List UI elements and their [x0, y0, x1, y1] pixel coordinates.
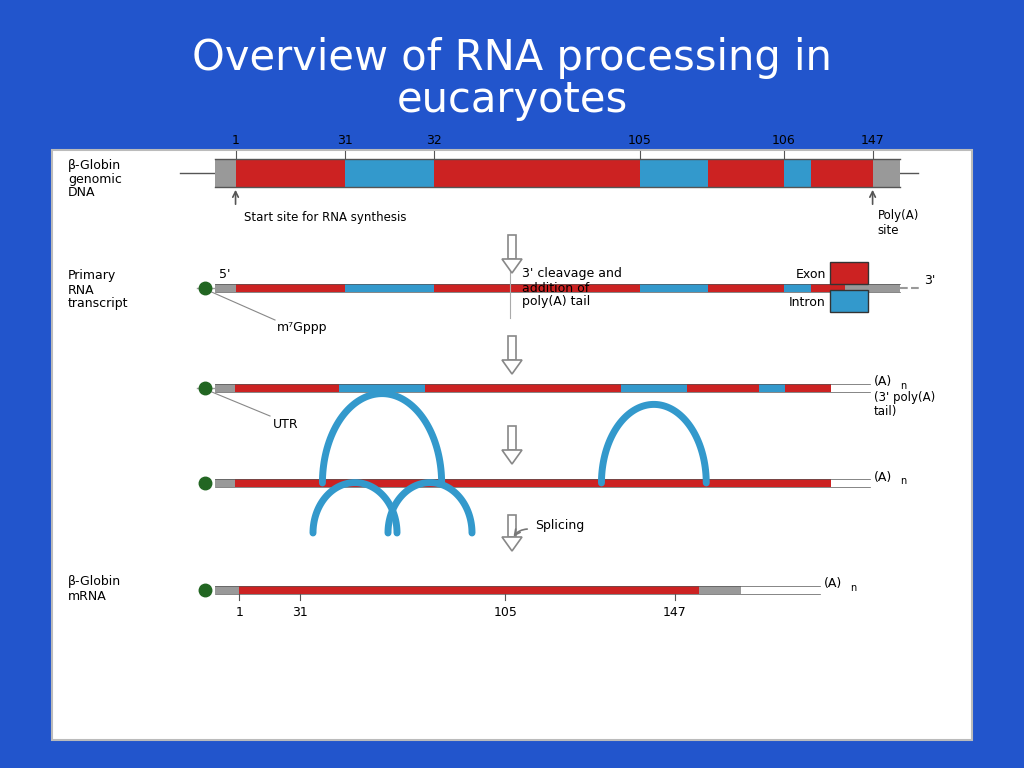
- Text: eucaryotes: eucaryotes: [396, 79, 628, 121]
- Text: 3': 3': [924, 273, 935, 286]
- Text: β-Globin: β-Globin: [68, 575, 121, 588]
- FancyBboxPatch shape: [508, 336, 516, 360]
- Text: 31: 31: [337, 134, 353, 147]
- Text: Primary: Primary: [68, 270, 117, 283]
- Text: 105: 105: [494, 606, 517, 619]
- Text: RNA: RNA: [68, 283, 94, 296]
- Text: β-Globin: β-Globin: [68, 158, 121, 171]
- Text: 147: 147: [861, 134, 885, 147]
- FancyBboxPatch shape: [234, 384, 339, 392]
- Text: transcript: transcript: [68, 297, 128, 310]
- Text: m⁷Gppp: m⁷Gppp: [278, 322, 328, 335]
- FancyBboxPatch shape: [784, 384, 830, 392]
- FancyBboxPatch shape: [634, 479, 778, 487]
- FancyBboxPatch shape: [640, 159, 709, 187]
- FancyBboxPatch shape: [845, 284, 900, 292]
- FancyBboxPatch shape: [240, 586, 699, 594]
- FancyBboxPatch shape: [640, 284, 709, 292]
- FancyBboxPatch shape: [508, 426, 516, 450]
- Text: mRNA: mRNA: [68, 590, 106, 603]
- Text: 105: 105: [628, 134, 651, 147]
- FancyBboxPatch shape: [215, 284, 236, 292]
- FancyBboxPatch shape: [709, 284, 783, 292]
- Text: (A): (A): [874, 376, 892, 389]
- FancyBboxPatch shape: [52, 150, 972, 740]
- FancyBboxPatch shape: [830, 262, 868, 284]
- FancyBboxPatch shape: [434, 159, 640, 187]
- Text: (3' poly(A): (3' poly(A): [874, 392, 935, 405]
- FancyBboxPatch shape: [215, 479, 234, 487]
- Text: Overview of RNA processing in: Overview of RNA processing in: [193, 37, 831, 79]
- Polygon shape: [502, 450, 522, 464]
- FancyBboxPatch shape: [345, 284, 434, 292]
- Text: genomic: genomic: [68, 173, 122, 186]
- FancyBboxPatch shape: [872, 159, 900, 187]
- Text: Exon: Exon: [796, 267, 826, 280]
- Text: 3' cleavage and: 3' cleavage and: [522, 267, 622, 280]
- Text: UTR: UTR: [273, 418, 299, 431]
- Text: 5': 5': [219, 267, 230, 280]
- FancyBboxPatch shape: [236, 159, 345, 187]
- Text: Splicing: Splicing: [535, 518, 585, 531]
- Text: 1: 1: [231, 134, 240, 147]
- Text: (A): (A): [874, 471, 892, 484]
- FancyBboxPatch shape: [709, 159, 783, 187]
- FancyBboxPatch shape: [687, 384, 759, 392]
- FancyBboxPatch shape: [811, 159, 872, 187]
- Text: site: site: [878, 223, 899, 237]
- Text: poly(A) tail: poly(A) tail: [522, 296, 590, 309]
- FancyBboxPatch shape: [434, 284, 640, 292]
- FancyBboxPatch shape: [622, 384, 687, 392]
- Polygon shape: [502, 537, 522, 551]
- FancyBboxPatch shape: [215, 159, 236, 187]
- Text: 1: 1: [236, 606, 243, 619]
- FancyBboxPatch shape: [830, 290, 868, 312]
- FancyBboxPatch shape: [425, 384, 622, 392]
- FancyBboxPatch shape: [811, 284, 845, 292]
- Text: n: n: [900, 476, 906, 486]
- FancyBboxPatch shape: [508, 515, 516, 537]
- Text: Intron: Intron: [790, 296, 826, 309]
- Text: tail): tail): [874, 406, 897, 419]
- Text: 147: 147: [663, 606, 687, 619]
- Text: Poly(A): Poly(A): [878, 210, 919, 223]
- FancyBboxPatch shape: [339, 384, 425, 392]
- Text: n: n: [850, 583, 856, 593]
- Text: DNA: DNA: [68, 187, 95, 200]
- Text: addition of: addition of: [522, 282, 589, 294]
- FancyBboxPatch shape: [759, 384, 784, 392]
- Text: (A): (A): [824, 578, 843, 591]
- FancyBboxPatch shape: [215, 586, 240, 594]
- Text: 31: 31: [292, 606, 307, 619]
- FancyBboxPatch shape: [778, 479, 830, 487]
- Text: n: n: [900, 381, 906, 391]
- FancyBboxPatch shape: [508, 235, 516, 259]
- Polygon shape: [502, 360, 522, 374]
- Text: 32: 32: [426, 134, 442, 147]
- FancyBboxPatch shape: [234, 479, 346, 487]
- FancyBboxPatch shape: [699, 586, 741, 594]
- FancyBboxPatch shape: [346, 479, 634, 487]
- Polygon shape: [502, 259, 522, 273]
- Text: 106: 106: [772, 134, 796, 147]
- Text: Start site for RNA synthesis: Start site for RNA synthesis: [244, 210, 407, 223]
- FancyBboxPatch shape: [215, 384, 234, 392]
- FancyBboxPatch shape: [345, 159, 434, 187]
- FancyBboxPatch shape: [783, 284, 811, 292]
- FancyBboxPatch shape: [783, 159, 811, 187]
- FancyBboxPatch shape: [236, 284, 345, 292]
